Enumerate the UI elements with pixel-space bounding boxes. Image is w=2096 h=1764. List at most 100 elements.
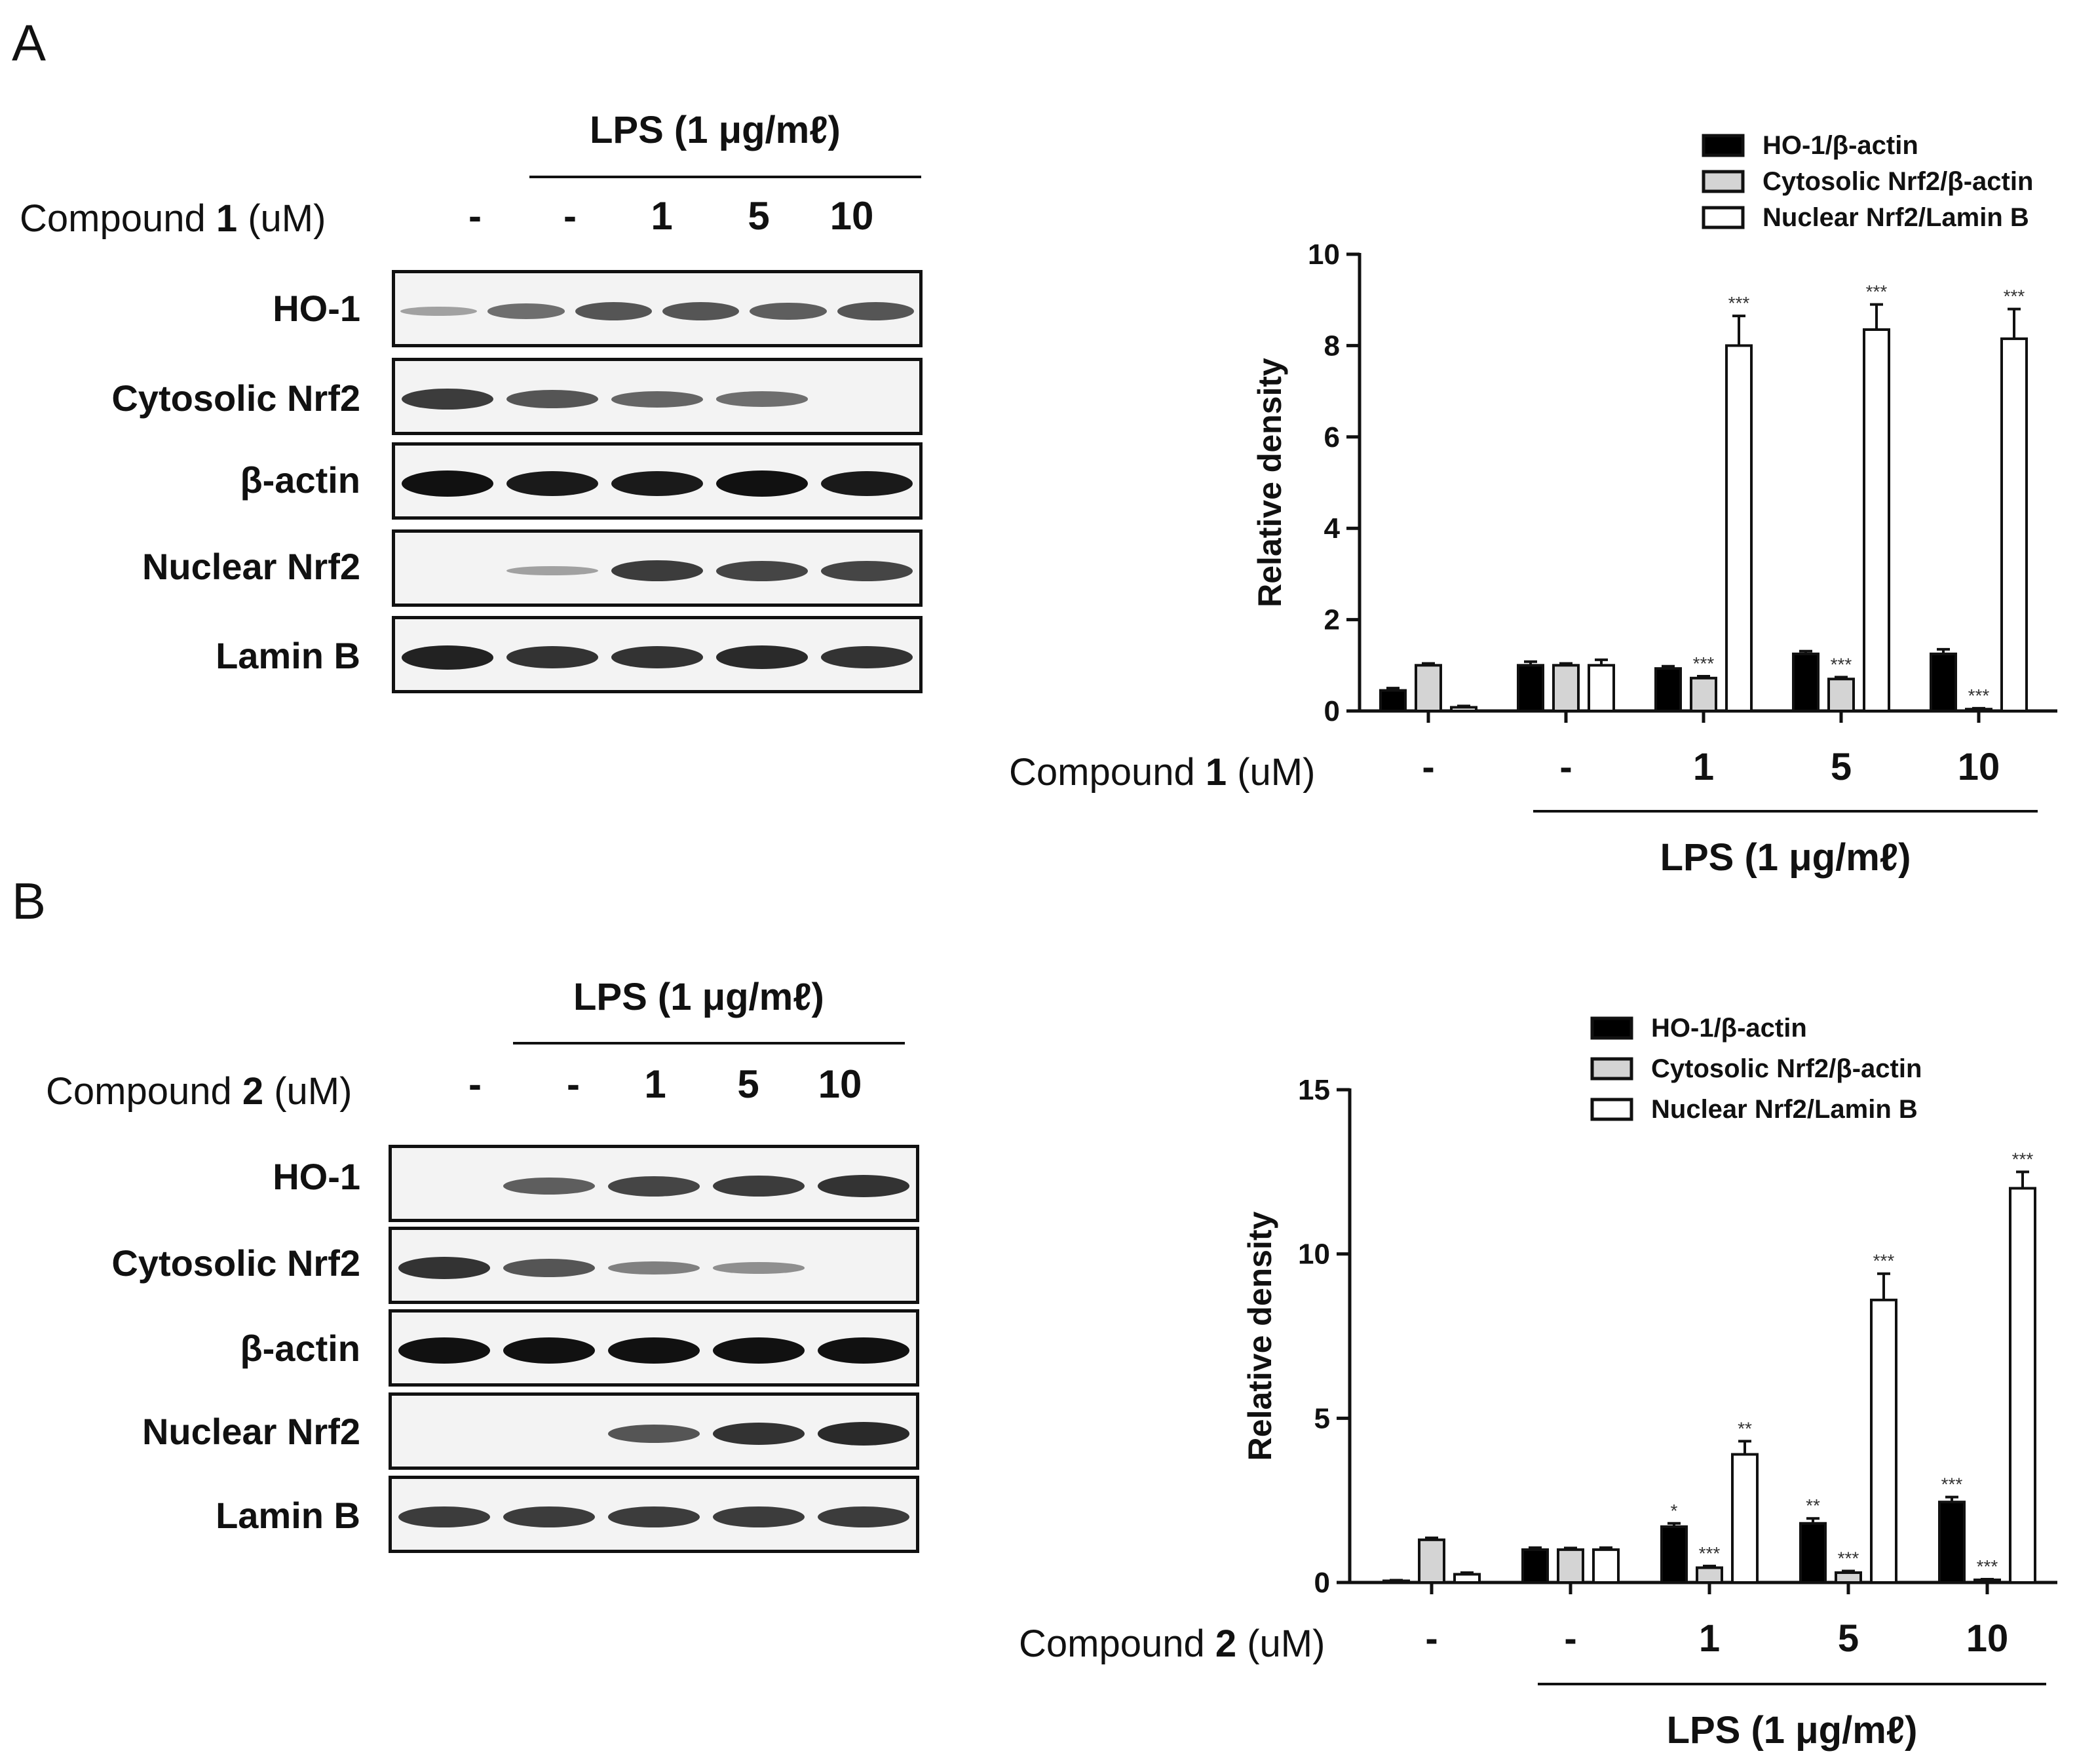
y-tick-label: 6 — [1324, 421, 1340, 453]
x-category-label: - — [1559, 746, 1572, 788]
legend-swatch — [1702, 170, 1745, 193]
blot-band — [611, 646, 704, 668]
blot-a-lps-label: LPS (1 μg/mℓ) — [590, 109, 841, 151]
significance-label: *** — [1941, 1474, 1963, 1495]
bar — [1938, 1501, 1966, 1584]
bar — [2000, 337, 2028, 712]
blot-band — [607, 1261, 700, 1275]
blot-b-lps-label: LPS (1 μg/mℓ) — [573, 976, 824, 1018]
blot-band — [503, 1506, 596, 1528]
y-tick-label: 15 — [1298, 1074, 1330, 1106]
blot-b-row-label: Nuclear Nrf2 — [142, 1411, 360, 1452]
blot-a-lane-label: 10 — [829, 194, 874, 238]
x-compound-prefix: Compound — [1009, 751, 1206, 794]
blot-band — [837, 302, 914, 320]
chart-b: HO-1/β-actin Cytosolic Nrf2/β-actin Nuclea… — [1019, 1014, 2057, 1752]
x-compound-suffix: (uM) — [1227, 751, 1315, 794]
legend-label: Nuclear Nrf2/Lamin B — [1763, 203, 2029, 232]
blot-band — [712, 1423, 805, 1445]
blot-b-row-label: Cytosolic Nrf2 — [111, 1242, 360, 1284]
legend-label: HO-1/β-actin — [1651, 1014, 1807, 1043]
significance-label: *** — [2012, 1149, 2034, 1169]
bar — [1418, 1538, 1445, 1584]
blot-band — [401, 470, 494, 497]
blot-band — [398, 1337, 491, 1364]
bar — [1930, 652, 1957, 712]
y-tick-label: 10 — [1308, 239, 1340, 271]
chart-a: HO-1/β-actin Cytosolic Nrf2/β-actin Nuclea… — [1009, 131, 2057, 879]
blot-band — [503, 1259, 596, 1277]
blot-b-box-nuclear-nrf2 — [389, 1392, 919, 1470]
blot-a-row-label: Cytosolic Nrf2 — [111, 377, 360, 419]
significance-label: *** — [2004, 286, 2025, 307]
legend-label: Cytosolic Nrf2/β-actin — [1763, 167, 2033, 196]
legend-swatch — [1590, 1057, 1633, 1081]
blot-b-lane-label: 10 — [818, 1062, 862, 1106]
blot-band — [400, 306, 478, 316]
bar — [1965, 708, 1992, 712]
x-compound-suffix: (uM) — [1236, 1622, 1325, 1665]
y-tick-label: 4 — [1324, 512, 1341, 545]
blot-b-lane-label: 1 — [644, 1062, 666, 1106]
blot-a-box-lamin-b — [392, 616, 923, 693]
blot-band — [715, 645, 809, 669]
significance-label: *** — [1977, 1556, 1998, 1577]
x-category-label: 1 — [1693, 746, 1714, 788]
blot-b-row-label: β-actin — [240, 1328, 360, 1369]
bar — [1690, 676, 1717, 712]
blot-b-row-label: HO-1 — [273, 1156, 360, 1197]
blot-band — [575, 302, 652, 320]
blot-band — [503, 1177, 596, 1195]
legend-swatch — [1702, 206, 1745, 229]
blot-band — [607, 1506, 700, 1528]
blot-b-box-ho1 — [389, 1145, 919, 1222]
blot-band — [820, 560, 913, 581]
y-tick-label: 0 — [1314, 1567, 1330, 1599]
blot-band — [503, 1337, 596, 1364]
legend-swatch — [1590, 1016, 1633, 1040]
blot-band — [820, 646, 913, 668]
blot-band — [712, 1262, 805, 1274]
panel-letter-b: B — [12, 872, 47, 930]
significance-label: * — [1671, 1501, 1678, 1521]
blot-a-row-label: HO-1 — [273, 288, 360, 329]
lps-label: LPS (1 μg/mℓ) — [1667, 1709, 1918, 1752]
bar — [1382, 1579, 1410, 1584]
blot-a-lane-label: 5 — [748, 194, 770, 238]
bar — [1696, 1566, 1723, 1584]
y-tick-label: 0 — [1324, 695, 1340, 727]
bar — [1521, 1548, 1549, 1584]
y-tick-label: 10 — [1298, 1238, 1330, 1271]
blot-band — [611, 391, 704, 408]
y-tick-label: 5 — [1314, 1402, 1330, 1434]
blot-b-lane-label: - — [468, 1062, 482, 1106]
bar — [1731, 1453, 1759, 1584]
blot-b-box-cytosolic-nrf2 — [389, 1227, 919, 1304]
blot-band — [398, 1506, 491, 1528]
x-compound-label: Compound 2 (uM) — [1019, 1622, 1325, 1665]
blot-band — [817, 1422, 910, 1446]
bar — [1799, 1522, 1827, 1584]
bar — [1973, 1578, 2001, 1584]
blot-band — [820, 470, 913, 497]
bar — [1725, 344, 1753, 712]
blot-band — [817, 1506, 910, 1528]
significance-label: *** — [1699, 1543, 1721, 1563]
bar — [1415, 664, 1442, 712]
bar — [1863, 328, 1890, 712]
blot-band — [506, 646, 599, 668]
y-tick-label: 8 — [1324, 330, 1340, 362]
blot-b-box-beta-actin — [389, 1309, 919, 1387]
blot-a-box-nuclear-nrf2 — [392, 529, 923, 607]
panel-letter-a: A — [12, 14, 47, 71]
blot-band — [506, 470, 599, 497]
bar — [1379, 689, 1407, 713]
x-category-label: 10 — [1966, 1617, 2009, 1660]
bar — [1552, 664, 1580, 712]
bar — [1827, 678, 1855, 713]
significance-label: *** — [1838, 1548, 1859, 1568]
blot-band — [607, 1425, 700, 1443]
legend-swatch — [1702, 134, 1745, 157]
blot-band — [487, 303, 565, 319]
bar — [1792, 652, 1820, 712]
